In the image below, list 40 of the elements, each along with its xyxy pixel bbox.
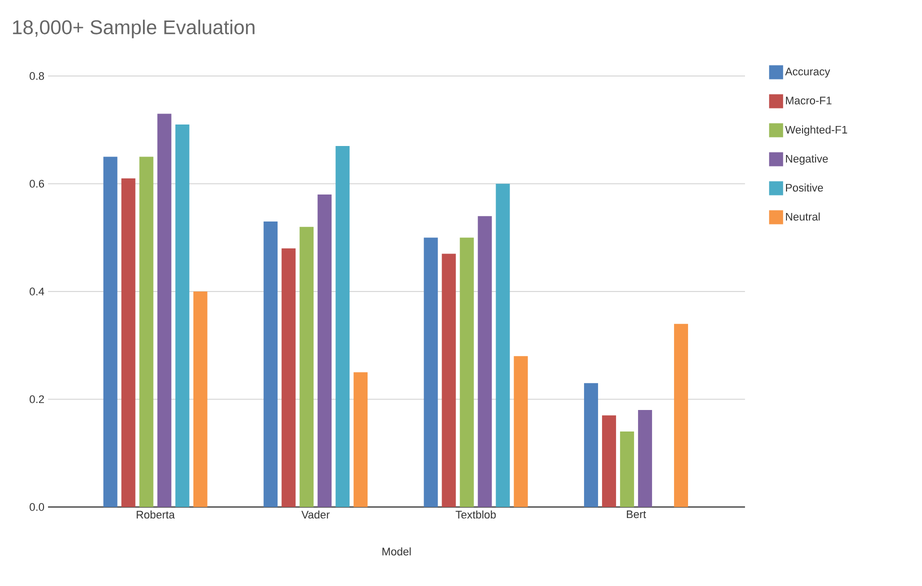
legend-label: Negative — [786, 154, 828, 165]
legend-label: Macro-F1 — [786, 96, 832, 104]
bar — [424, 238, 438, 507]
legend-label: Neutral — [786, 212, 820, 221]
bar — [139, 156, 154, 507]
legend-label: Accuracy — [785, 68, 830, 78]
bar — [620, 432, 634, 507]
bar — [460, 238, 474, 507]
bar — [584, 383, 598, 507]
x-tick-label: Bert — [626, 510, 646, 518]
bar — [336, 146, 350, 507]
y-tick-label: 0.2 — [30, 395, 44, 404]
bar — [514, 356, 528, 507]
legend-label: Positive — [786, 184, 823, 192]
y-tick-label: 0.6 — [30, 180, 44, 188]
bar — [674, 324, 688, 507]
legend-label: Weighted-F1 — [785, 126, 848, 136]
bar — [103, 156, 118, 507]
bar — [442, 254, 456, 507]
bar — [300, 226, 314, 507]
x-axis-title: Model — [382, 547, 411, 556]
x-tick-label: Vader — [301, 510, 330, 519]
bar — [318, 194, 332, 507]
chart-title: 18,000+ Sample Evaluation — [13, 20, 254, 38]
y-tick-label: 0.4 — [30, 288, 44, 296]
bar — [602, 415, 616, 507]
bar — [282, 248, 296, 507]
bar — [496, 184, 510, 507]
bar — [354, 372, 368, 507]
bar — [121, 178, 136, 507]
bar — [157, 114, 172, 507]
bar — [175, 124, 190, 507]
bar — [638, 410, 652, 507]
y-tick-label: 0.8 — [30, 72, 44, 80]
y-tick-label: 0.0 — [30, 503, 44, 511]
x-tick-label: Roberta — [136, 510, 175, 519]
bar — [264, 221, 278, 507]
bar — [193, 291, 208, 507]
x-tick-label: Textblob — [456, 510, 496, 519]
bar — [478, 216, 492, 507]
